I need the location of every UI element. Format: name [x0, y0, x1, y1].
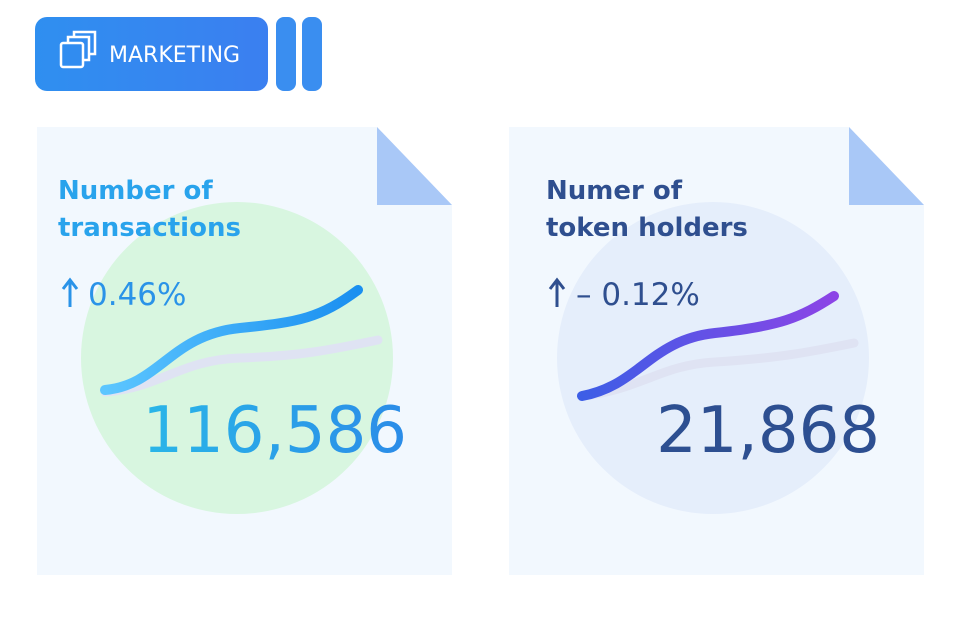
header-label: MARKETING — [109, 43, 240, 68]
card: Number of transactions 0.46% 116,586 — [37, 127, 452, 575]
card-change: 0.46% — [88, 277, 186, 313]
tab-pill — [276, 17, 296, 91]
sparkline-shadow — [100, 335, 383, 397]
fold-corner — [849, 127, 924, 205]
card: Numer of token holders – 0.12% 21,868 — [509, 127, 924, 575]
sparkline — [577, 291, 839, 401]
sparkline-shadow — [577, 338, 859, 401]
fold-corner — [377, 127, 452, 205]
header-icon — [59, 30, 97, 69]
card-change: – 0.12% — [576, 277, 700, 313]
card-value: 116,586 — [142, 394, 407, 468]
card-value: 21,868 — [656, 394, 880, 468]
card-title: transactions — [58, 213, 241, 243]
tab-pill — [302, 17, 322, 91]
card-title: Number of — [58, 176, 213, 206]
arrow-up — [61, 277, 79, 307]
sparkline — [100, 285, 363, 395]
card-title: Numer of — [546, 176, 683, 206]
card-title: token holders — [546, 213, 748, 243]
header-button[interactable] — [35, 17, 268, 91]
arrow-up — [548, 277, 566, 307]
